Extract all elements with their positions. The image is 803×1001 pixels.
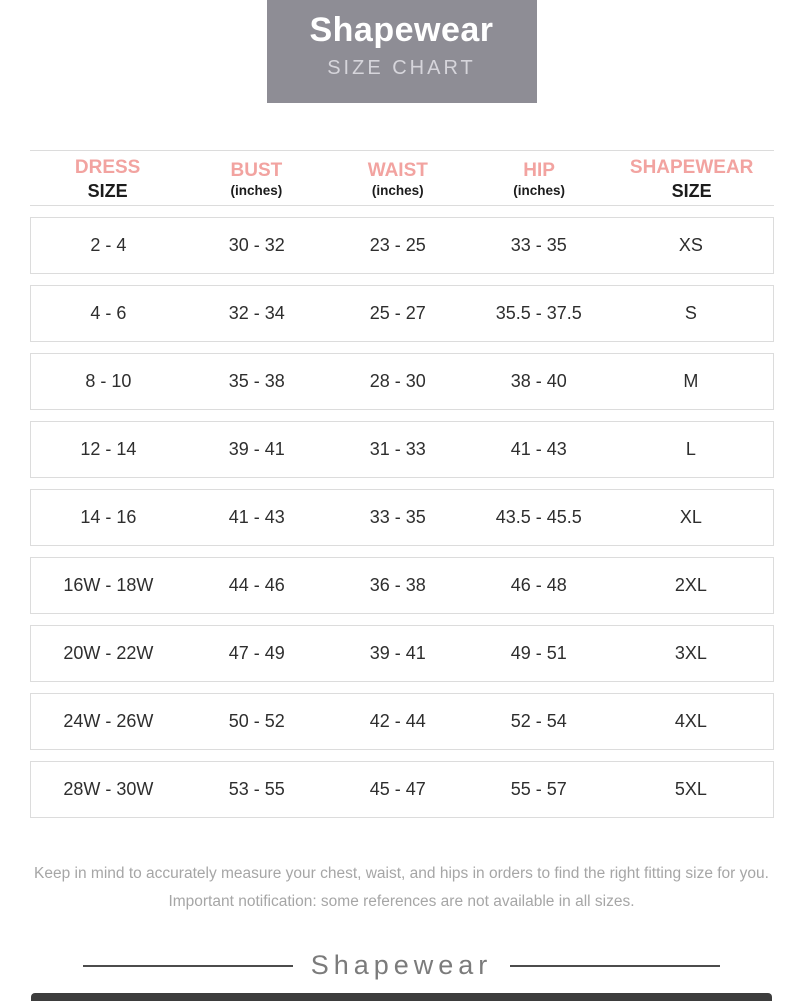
cell-waist: 33 - 35 <box>369 507 426 527</box>
cell-bust: 30 - 32 <box>228 235 285 255</box>
cell-shapewear-size: XL <box>679 507 702 527</box>
divider-line-right <box>510 964 721 967</box>
col-header-waist: WAIST (inches) <box>327 159 468 200</box>
cell-waist: 28 - 30 <box>369 371 426 391</box>
cell-bust: 50 - 52 <box>228 711 285 731</box>
brand-name: Shapewear <box>310 950 493 980</box>
cell-waist: 42 - 44 <box>369 711 426 731</box>
col-header-hip: HIP (inches) <box>468 159 609 200</box>
table-row: 8 - 10 35 - 38 28 - 30 38 - 40 M <box>29 353 774 410</box>
cell-waist: 36 - 38 <box>369 575 426 595</box>
table-row: 16W - 18W 44 - 46 36 - 38 46 - 48 2XL <box>29 557 774 614</box>
cell-waist: 25 - 27 <box>369 303 426 323</box>
banner-subtitle: SIZE CHART <box>327 57 476 79</box>
cell-hip: 49 - 51 <box>510 643 567 663</box>
col-header-shapewear-size: SHAPEWEAR SIZE <box>610 156 774 202</box>
col-sublabel-hip: (inches) <box>513 182 566 198</box>
col-label-waist: WAIST <box>367 159 428 181</box>
cell-hip: 55 - 57 <box>510 779 567 799</box>
note-line-1: Keep in mind to accurately measure your … <box>34 865 769 882</box>
table-row: 28W - 30W 53 - 55 45 - 47 55 - 57 5XL <box>29 761 774 818</box>
cell-dress-size: 2 - 4 <box>90 235 127 255</box>
col-label-hip: HIP <box>523 159 555 181</box>
cell-bust: 35 - 38 <box>228 371 285 391</box>
table-header-row: DRESS SIZE BUST (inches) WAIST (inches) … <box>29 150 774 206</box>
size-chart-table: DRESS SIZE BUST (inches) WAIST (inches) … <box>29 150 774 818</box>
cell-dress-size: 12 - 14 <box>80 439 137 459</box>
col-sublabel-bust: (inches) <box>230 182 283 198</box>
col-sublabel-shapewear: SIZE <box>671 180 712 201</box>
cell-hip: 35.5 - 37.5 <box>495 303 582 323</box>
table-row: 24W - 26W 50 - 52 42 - 44 52 - 54 4XL <box>29 693 774 750</box>
cell-bust: 47 - 49 <box>228 643 285 663</box>
col-header-dress-size: DRESS SIZE <box>30 156 186 202</box>
cell-shapewear-size: XS <box>678 235 703 255</box>
cell-hip: 43.5 - 45.5 <box>495 507 582 527</box>
cell-hip: 52 - 54 <box>510 711 567 731</box>
cell-shapewear-size: M <box>683 371 699 391</box>
cell-waist: 31 - 33 <box>369 439 426 459</box>
cell-shapewear-size: L <box>685 439 696 459</box>
cell-waist: 45 - 47 <box>369 779 426 799</box>
cell-bust: 53 - 55 <box>228 779 285 799</box>
brand-footer: Shapewear <box>0 950 803 981</box>
col-label-dress: DRESS <box>74 157 141 178</box>
cell-dress-size: 8 - 10 <box>85 371 132 391</box>
cell-hip: 33 - 35 <box>510 235 567 255</box>
col-sublabel-waist: (inches) <box>371 182 424 198</box>
note-line-2: Important notification: some references … <box>168 893 635 910</box>
cell-dress-size: 20W - 22W <box>63 643 154 663</box>
cell-waist: 23 - 25 <box>369 235 426 255</box>
table-row: 20W - 22W 47 - 49 39 - 41 49 - 51 3XL <box>29 625 774 682</box>
cell-dress-size: 28W - 30W <box>63 779 154 799</box>
divider-line-left <box>82 964 293 967</box>
table-row: 4 - 6 32 - 34 25 - 27 35.5 - 37.5 S <box>29 285 774 342</box>
cell-shapewear-size: 3XL <box>674 643 707 663</box>
cell-shapewear-size: 2XL <box>674 575 707 595</box>
cell-hip: 41 - 43 <box>510 439 567 459</box>
cell-dress-size: 14 - 16 <box>80 507 137 527</box>
banner-title: Shapewear <box>309 11 494 49</box>
cell-shapewear-size: S <box>684 303 697 323</box>
title-banner: Shapewear SIZE CHART <box>266 0 537 103</box>
table-row: 2 - 4 30 - 32 23 - 25 33 - 35 XS <box>29 217 774 274</box>
cell-bust: 39 - 41 <box>228 439 285 459</box>
cell-shapewear-size: 5XL <box>674 779 707 799</box>
cell-hip: 38 - 40 <box>510 371 567 391</box>
cell-bust: 32 - 34 <box>228 303 285 323</box>
table-row: 14 - 16 41 - 43 33 - 35 43.5 - 45.5 XL <box>29 489 774 546</box>
cell-shapewear-size: 4XL <box>674 711 707 731</box>
col-label-shapewear: SHAPEWEAR <box>629 157 754 178</box>
cell-hip: 46 - 48 <box>510 575 567 595</box>
cell-dress-size: 16W - 18W <box>63 575 154 595</box>
cell-bust: 44 - 46 <box>228 575 285 595</box>
cell-dress-size: 4 - 6 <box>90 303 127 323</box>
measurement-notes: Keep in mind to accurately measure your … <box>0 860 803 916</box>
table-row: 12 - 14 39 - 41 31 - 33 41 - 43 L <box>29 421 774 478</box>
cell-bust: 41 - 43 <box>228 507 285 527</box>
cell-waist: 39 - 41 <box>369 643 426 663</box>
col-header-bust: BUST (inches) <box>186 159 327 200</box>
bottom-bar <box>31 993 772 1001</box>
cell-dress-size: 24W - 26W <box>63 711 154 731</box>
col-sublabel-dress: SIZE <box>87 180 128 201</box>
col-label-bust: BUST <box>230 159 283 181</box>
